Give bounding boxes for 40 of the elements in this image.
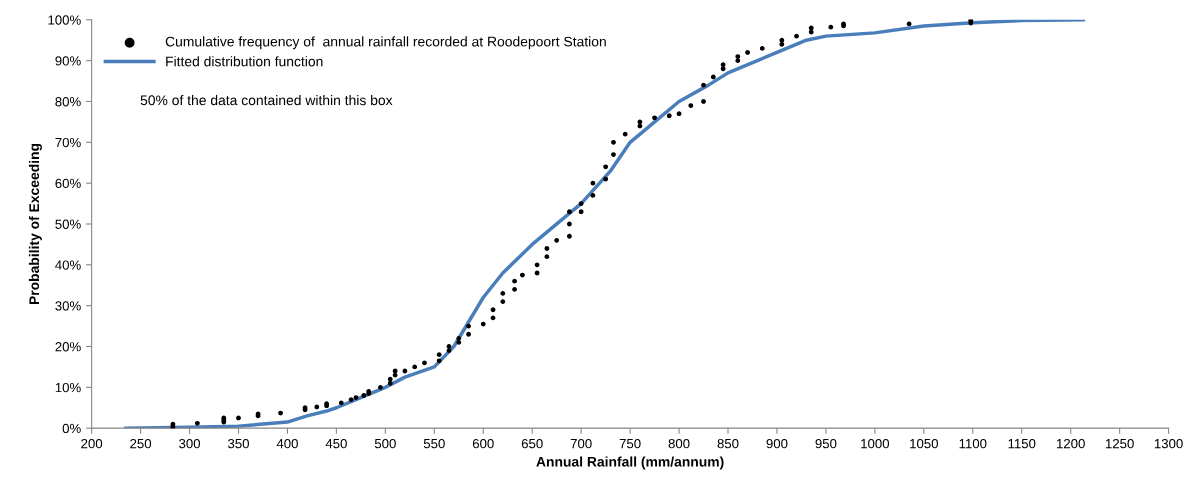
x-tick-label: 1200 (1057, 438, 1085, 449)
x-tick-label: 300 (179, 438, 201, 449)
x-tick-label: 700 (570, 438, 592, 449)
x-tick-label: 1250 (1105, 438, 1134, 449)
y-tick-label: 20% (55, 342, 81, 352)
x-tick-label: 950 (815, 438, 837, 449)
x-tick-label: 1050 (910, 438, 938, 449)
x-tick-label: 600 (472, 438, 494, 449)
x-tick-label: 500 (374, 438, 396, 449)
x-tick-label: 200 (81, 438, 103, 449)
x-axis-title: Annual Rainfall (mm/annum) (536, 456, 724, 470)
y-tick-label: 50% (55, 219, 81, 229)
x-tick-label: 400 (276, 438, 298, 449)
y-tick-label: 90% (55, 56, 81, 66)
x-tick-label: 1100 (959, 438, 987, 449)
x-tick-label: 1150 (1008, 438, 1036, 449)
x-tick-label: 650 (521, 438, 543, 449)
x-tick-label: 900 (766, 438, 788, 449)
y-tick-label: 60% (55, 178, 81, 189)
legend-label: Cumulative frequency of annual rainfall recorded at Roodepoort Station (165, 36, 606, 50)
legend-label: Fitted distribution function (166, 56, 323, 67)
y-tick-label: 80% (55, 97, 81, 107)
x-tick-label: 1300 (1154, 438, 1183, 449)
annotation: 50% of the data contained within this box (140, 95, 393, 106)
y-tick-label: 40% (55, 260, 81, 270)
x-tick-label: 550 (423, 438, 445, 449)
y-tick-label: 10% (55, 382, 81, 393)
y-tick-label: 70% (55, 137, 81, 148)
y-tick-label: 100% (48, 15, 81, 25)
y-tick-label: 30% (55, 301, 81, 311)
x-tick-label: 350 (227, 438, 249, 449)
x-tick-label: 850 (717, 438, 739, 449)
y-axis-title: Probability of Exceeding (28, 143, 42, 305)
x-tick-label: 1000 (861, 438, 890, 449)
x-tick-label: 800 (668, 438, 690, 449)
x-tick-label: 750 (619, 438, 641, 449)
line-series (124, 19, 1086, 429)
x-tick-label: 250 (130, 438, 152, 449)
y-tick-label: 0% (62, 423, 81, 434)
x-tick-label: 450 (325, 438, 347, 449)
